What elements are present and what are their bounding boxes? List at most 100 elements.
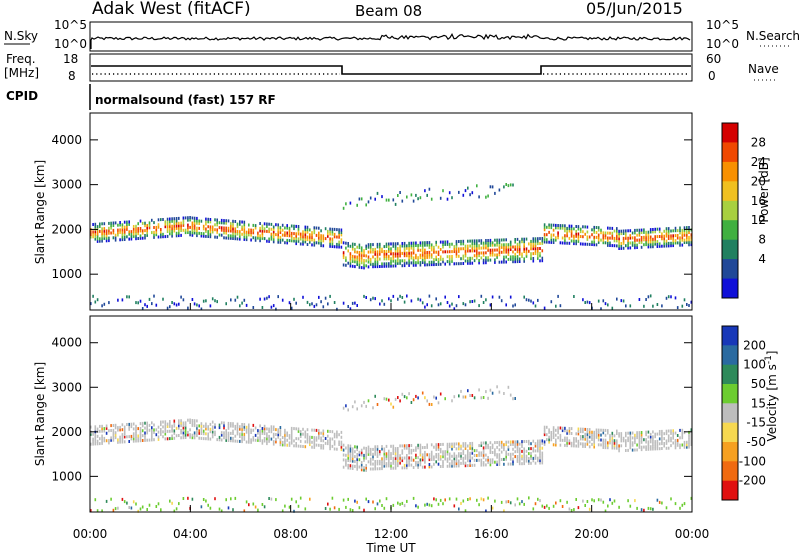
- heatmap-cell: [426, 241, 428, 245]
- heatmap-cell: [173, 222, 176, 226]
- heatmap-cell: [196, 229, 198, 233]
- heatmap-cell: [146, 304, 148, 308]
- heatmap-cell: [539, 254, 541, 258]
- heatmap-cell: [602, 438, 605, 442]
- heatmap-cell: [534, 242, 537, 246]
- heatmap-cell: [622, 436, 625, 440]
- heatmap-cell: [455, 497, 458, 501]
- heatmap-cell: [135, 437, 137, 441]
- heatmap-cell: [356, 245, 358, 249]
- header: Adak West (fitACF) Beam 08 05/Jun/2015: [92, 0, 683, 20]
- heatmap-cell: [153, 230, 155, 234]
- heatmap-cell: [539, 449, 541, 453]
- heatmap-cell: [130, 422, 133, 426]
- heatmap-cell: [164, 430, 167, 434]
- heatmap-cell: [439, 443, 442, 446]
- heatmap-cell: [379, 247, 381, 251]
- heatmap-cell: [268, 227, 270, 231]
- heatmap-cell: [597, 226, 600, 230]
- heatmap-cell: [473, 254, 476, 258]
- heatmap-cell: [539, 499, 541, 503]
- heatmap-cell: [514, 240, 516, 244]
- heatmap-cell: [403, 504, 406, 508]
- heatmap-cell: [333, 301, 336, 304]
- heatmap-cell: [523, 250, 525, 253]
- heatmap-cell: [157, 225, 160, 229]
- heatmap-cell: [365, 449, 367, 453]
- heatmap-cell: [528, 452, 530, 456]
- heatmap-cell: [284, 441, 286, 445]
- heatmap-cell: [329, 437, 331, 441]
- heatmap-cell: [173, 229, 176, 233]
- heatmap-cell: [419, 253, 422, 257]
- heatmap-cell: [198, 436, 200, 440]
- heatmap-cell: [645, 438, 647, 442]
- heatmap-cell: [561, 226, 564, 230]
- heatmap-cell: [225, 229, 227, 233]
- heatmap-cell: [128, 295, 130, 299]
- heatmap-cell: [349, 444, 352, 448]
- heatmap-cell: [458, 507, 460, 511]
- heatmap-cell: [482, 463, 485, 467]
- heatmap-cell: [189, 421, 191, 424]
- heatmap-cell: [523, 259, 525, 263]
- heatmap-cell: [487, 396, 489, 400]
- heatmap-cell: [482, 241, 485, 245]
- heatmap-cell: [295, 224, 297, 228]
- heatmap-cell: [652, 237, 654, 241]
- heatmap-cell: [388, 462, 390, 465]
- heatmap-cell: [103, 427, 106, 431]
- heatmap-cell: [686, 443, 688, 447]
- heatmap-cell: [505, 457, 507, 461]
- heatmap-cell: [485, 251, 487, 255]
- heatmap-cell: [500, 443, 503, 447]
- colorbar-swatch: [722, 200, 738, 221]
- heatmap-cell: [94, 435, 97, 439]
- heatmap-cell: [252, 502, 255, 506]
- heatmap-cell: [532, 456, 535, 460]
- heatmap-cell: [360, 246, 363, 250]
- heatmap-cell: [518, 250, 521, 254]
- heatmap-cell: [403, 463, 406, 467]
- heatmap-cell: [207, 435, 209, 438]
- heatmap-cell: [512, 250, 514, 254]
- heatmap-cell: [376, 242, 379, 246]
- heatmap-cell: [611, 226, 614, 230]
- heatmap-cell: [509, 245, 512, 249]
- colorbar-swatch: [722, 403, 738, 424]
- colorbar-frame: [721, 325, 739, 501]
- heatmap-cell: [460, 444, 462, 448]
- colorbar-swatch: [722, 161, 738, 182]
- heatmap-cell: [342, 498, 345, 502]
- colorbar-swatch: [722, 239, 738, 260]
- heatmap-cell: [460, 461, 462, 465]
- heatmap-cell: [433, 263, 435, 267]
- heatmap-cell: [196, 231, 198, 235]
- heatmap-cell: [331, 232, 334, 236]
- heatmap-cell: [686, 236, 688, 239]
- heatmap-cell: [198, 431, 200, 435]
- heatmap-cell: [121, 497, 124, 501]
- heatmap-cell: [421, 261, 424, 264]
- heatmap-cell: [295, 427, 297, 431]
- heatmap-cell: [480, 246, 483, 250]
- heatmap-cell: [485, 443, 487, 447]
- heatmap-cell: [611, 439, 614, 443]
- heatmap-cell: [408, 251, 410, 255]
- heatmap-cell: [182, 497, 185, 500]
- heatmap-cell: [629, 504, 632, 508]
- heatmap-cell: [169, 429, 171, 433]
- heatmap-cell: [360, 451, 363, 455]
- heatmap-cell: [582, 444, 584, 448]
- heatmap-cell: [498, 390, 501, 394]
- heatmap-cell: [137, 427, 139, 431]
- heatmap-cell: [417, 297, 419, 301]
- heatmap-cell: [284, 433, 286, 437]
- heatmap-cell: [105, 499, 108, 503]
- heatmap-cell: [421, 301, 424, 305]
- heatmap-cell: [532, 252, 535, 256]
- heatmap-cell: [505, 500, 507, 504]
- heatmap-cell: [90, 230, 92, 234]
- heatmap-cell: [108, 439, 110, 442]
- heatmap-cell: [295, 242, 297, 246]
